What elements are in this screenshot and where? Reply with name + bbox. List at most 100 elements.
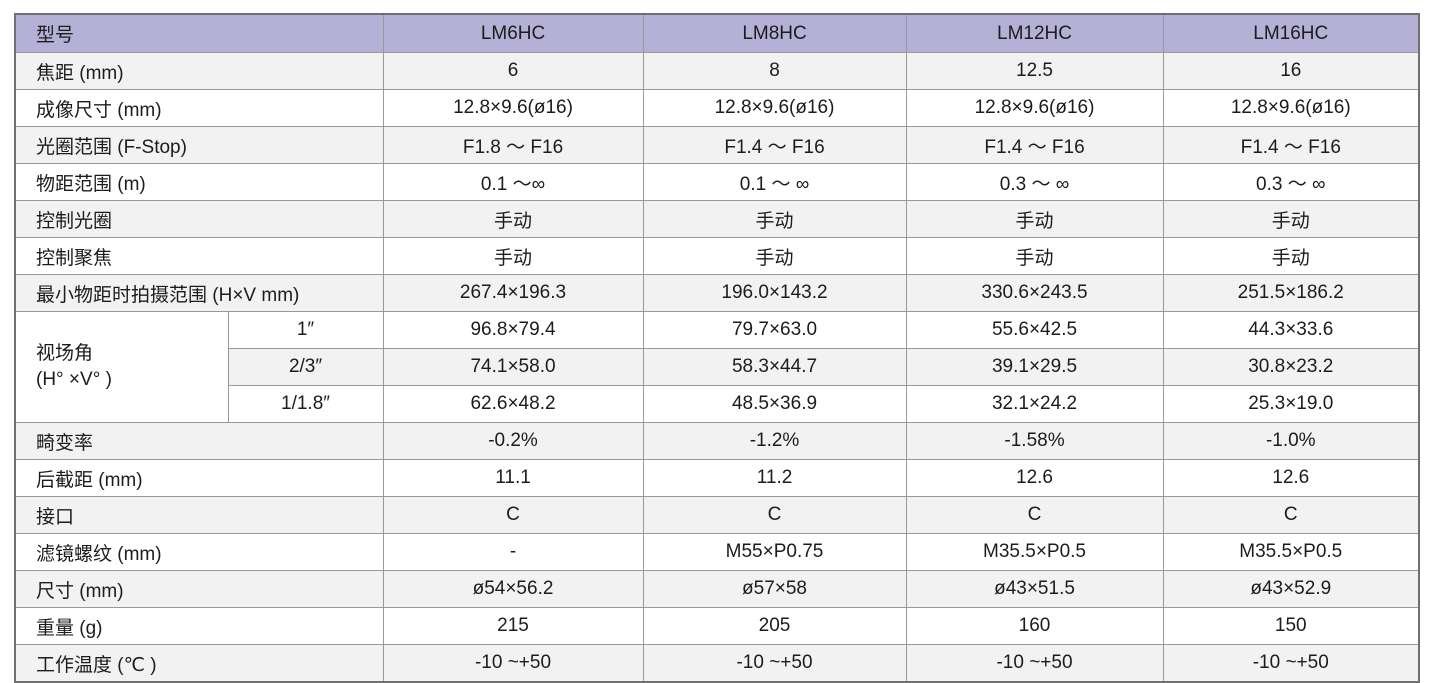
spec-value-cell: M35.5×P0.5: [1162, 533, 1420, 571]
fov-label-line2: (H° ×V° ): [36, 369, 112, 390]
spec-value-cell: -10 ~+50: [1162, 644, 1420, 683]
spec-value-cell: 手动: [642, 237, 907, 275]
sensor-size-label: 1/1.8″: [227, 385, 384, 423]
row-label: 尺寸 (mm): [14, 570, 384, 608]
spec-value-cell: 手动: [642, 200, 907, 238]
row-label: 控制光圈: [14, 200, 384, 238]
table-row-focal-length: 焦距 (mm) 6 8 12.5 16: [14, 52, 1420, 90]
spec-value-cell: 12.8×9.6(ø16): [642, 89, 907, 127]
row-label: 光圈范围 (F-Stop): [14, 126, 384, 164]
spec-value-cell: 12.6: [905, 459, 1164, 497]
spec-value-cell: 手动: [382, 200, 644, 238]
table-row-mount: 接口 C C C C: [14, 496, 1420, 534]
spec-value-cell: ø54×56.2: [382, 570, 644, 608]
spec-value-cell: 16: [1162, 52, 1420, 90]
spec-value-cell: 150: [1162, 607, 1420, 645]
row-label: 工作温度 (℃ ): [14, 644, 384, 683]
spec-value-cell: 0.1 ～∞: [382, 163, 644, 201]
spec-value-cell: 8: [642, 52, 907, 90]
spec-value-cell: 0.3 ～ ∞: [905, 163, 1164, 201]
spec-value-cell: 79.7×63.0: [642, 311, 907, 349]
row-label: 最小物距时拍摄范围 (H×V mm): [14, 274, 384, 312]
spec-value-cell: -0.2%: [382, 422, 644, 460]
table-row-filter-thread: 滤镜螺纹 (mm) - M55×P0.75 M35.5×P0.5 M35.5×P…: [14, 533, 1420, 571]
spec-value-cell: 160: [905, 607, 1164, 645]
spec-value-cell: C: [905, 496, 1164, 534]
spec-value-cell: 330.6×243.5: [905, 274, 1164, 312]
spec-value-cell: 11.2: [642, 459, 907, 497]
model-header-lm6hc: LM6HC: [382, 13, 644, 53]
table-row-object-distance: 物距范围 (m) 0.1 ～∞ 0.1 ～ ∞ 0.3 ～ ∞ 0.3 ～ ∞: [14, 163, 1420, 201]
spec-value-cell: -1.2%: [642, 422, 907, 460]
row-label: 后截距 (mm): [14, 459, 384, 497]
spec-value-cell: F1.8 ～ F16: [382, 126, 644, 164]
table-row-weight: 重量 (g) 215 205 160 150: [14, 607, 1420, 645]
sensor-size-label: 2/3″: [227, 348, 384, 386]
spec-value-cell: F1.4 ～ F16: [905, 126, 1164, 164]
table-row-fov-1inch: 视场角 (H° ×V° ) 1″ 96.8×79.4 79.7×63.0 55.…: [14, 311, 1420, 423]
spec-value-cell: -: [382, 533, 644, 571]
table-row-operating-temp: 工作温度 (℃ ) -10 ~+50 -10 ~+50 -10 ~+50 -10…: [14, 644, 1420, 683]
spec-value-cell: 32.1×24.2: [905, 385, 1164, 423]
spec-value-cell: M55×P0.75: [642, 533, 907, 571]
table-row-focus-control: 控制聚焦 手动 手动 手动 手动: [14, 237, 1420, 275]
spec-value-cell: C: [382, 496, 644, 534]
table-row-image-size: 成像尺寸 (mm) 12.8×9.6(ø16) 12.8×9.6(ø16) 12…: [14, 89, 1420, 127]
spec-value-cell: F1.4 ～ F16: [1162, 126, 1420, 164]
spec-value-cell: ø57×58: [642, 570, 907, 608]
spec-value-cell: 215: [382, 607, 644, 645]
spec-value-cell: 205: [642, 607, 907, 645]
spec-value-cell: 267.4×196.3: [382, 274, 644, 312]
spec-value-cell: -1.0%: [1162, 422, 1420, 460]
spec-value-cell: ø43×51.5: [905, 570, 1164, 608]
spec-value-cell: 251.5×186.2: [1162, 274, 1420, 312]
spec-value-cell: 12.6: [1162, 459, 1420, 497]
table-row-dimensions: 尺寸 (mm) ø54×56.2 ø57×58 ø43×51.5 ø43×52.…: [14, 570, 1420, 608]
spec-value-cell: 44.3×33.6: [1162, 311, 1420, 349]
spec-value-cell: -1.58%: [905, 422, 1164, 460]
row-label: 控制聚焦: [14, 237, 384, 275]
model-row-label: 型号: [14, 13, 384, 53]
model-header-lm12hc: LM12HC: [905, 13, 1164, 53]
spec-value-cell: ø43×52.9: [1162, 570, 1420, 608]
spec-value-cell: 74.1×58.0: [382, 348, 644, 386]
spec-value-cell: 0.3 ～ ∞: [1162, 163, 1420, 201]
spec-value-cell: 96.8×79.4: [382, 311, 644, 349]
spec-value-cell: 196.0×143.2: [642, 274, 907, 312]
table-row-iris-control: 控制光圈 手动 手动 手动 手动: [14, 200, 1420, 238]
spec-value-cell: -10 ~+50: [642, 644, 907, 683]
model-header-lm8hc: LM8HC: [642, 13, 907, 53]
spec-value-cell: -10 ~+50: [905, 644, 1164, 683]
spec-value-cell: 55.6×42.5: [905, 311, 1164, 349]
spec-value-cell: 手动: [1162, 237, 1420, 275]
fov-label-line1: 视场角: [36, 343, 94, 365]
spec-value-cell: 62.6×48.2: [382, 385, 644, 423]
spec-value-cell: 58.3×44.7: [642, 348, 907, 386]
lens-spec-table: 型号 LM6HC LM8HC LM12HC LM16HC 焦距 (mm) 6 8…: [14, 13, 1421, 683]
spec-value-cell: 12.8×9.6(ø16): [382, 89, 644, 127]
row-label: 畸变率: [14, 422, 384, 460]
spec-value-cell: 11.1: [382, 459, 644, 497]
row-label: 物距范围 (m): [14, 163, 384, 201]
row-label: 滤镜螺纹 (mm): [14, 533, 384, 571]
spec-value-cell: 12.8×9.6(ø16): [1162, 89, 1420, 127]
row-label: 重量 (g): [14, 607, 384, 645]
spec-value-cell: F1.4 ～ F16: [642, 126, 907, 164]
spec-value-cell: C: [1162, 496, 1420, 534]
spec-value-cell: 30.8×23.2: [1162, 348, 1420, 386]
table-row-aperture-range: 光圈范围 (F-Stop) F1.8 ～ F16 F1.4 ～ F16 F1.4…: [14, 126, 1420, 164]
spec-value-cell: 手动: [905, 200, 1164, 238]
table-row-fov-two-thirds: 2/3″ 74.1×58.0 58.3×44.7 39.1×29.5 30.8×…: [15, 348, 1420, 386]
row-label: 接口: [14, 496, 384, 534]
sensor-size-label: 1″: [227, 311, 384, 349]
spec-value-cell: C: [642, 496, 907, 534]
row-label: 焦距 (mm): [14, 52, 384, 90]
table-row-fov-1-1-8: 1/1.8″ 62.6×48.2 48.5×36.9 32.1×24.2 25.…: [15, 385, 1420, 423]
spec-value-cell: 手动: [905, 237, 1164, 275]
spec-value-cell: 48.5×36.9: [642, 385, 907, 423]
table-row-min-object-range: 最小物距时拍摄范围 (H×V mm) 267.4×196.3 196.0×143…: [14, 274, 1420, 312]
spec-value-cell: 手动: [1162, 200, 1420, 238]
row-label: 成像尺寸 (mm): [14, 89, 384, 127]
table-row-distortion: 畸变率 -0.2% -1.2% -1.58% -1.0%: [14, 422, 1420, 460]
spec-value-cell: -10 ~+50: [382, 644, 644, 683]
